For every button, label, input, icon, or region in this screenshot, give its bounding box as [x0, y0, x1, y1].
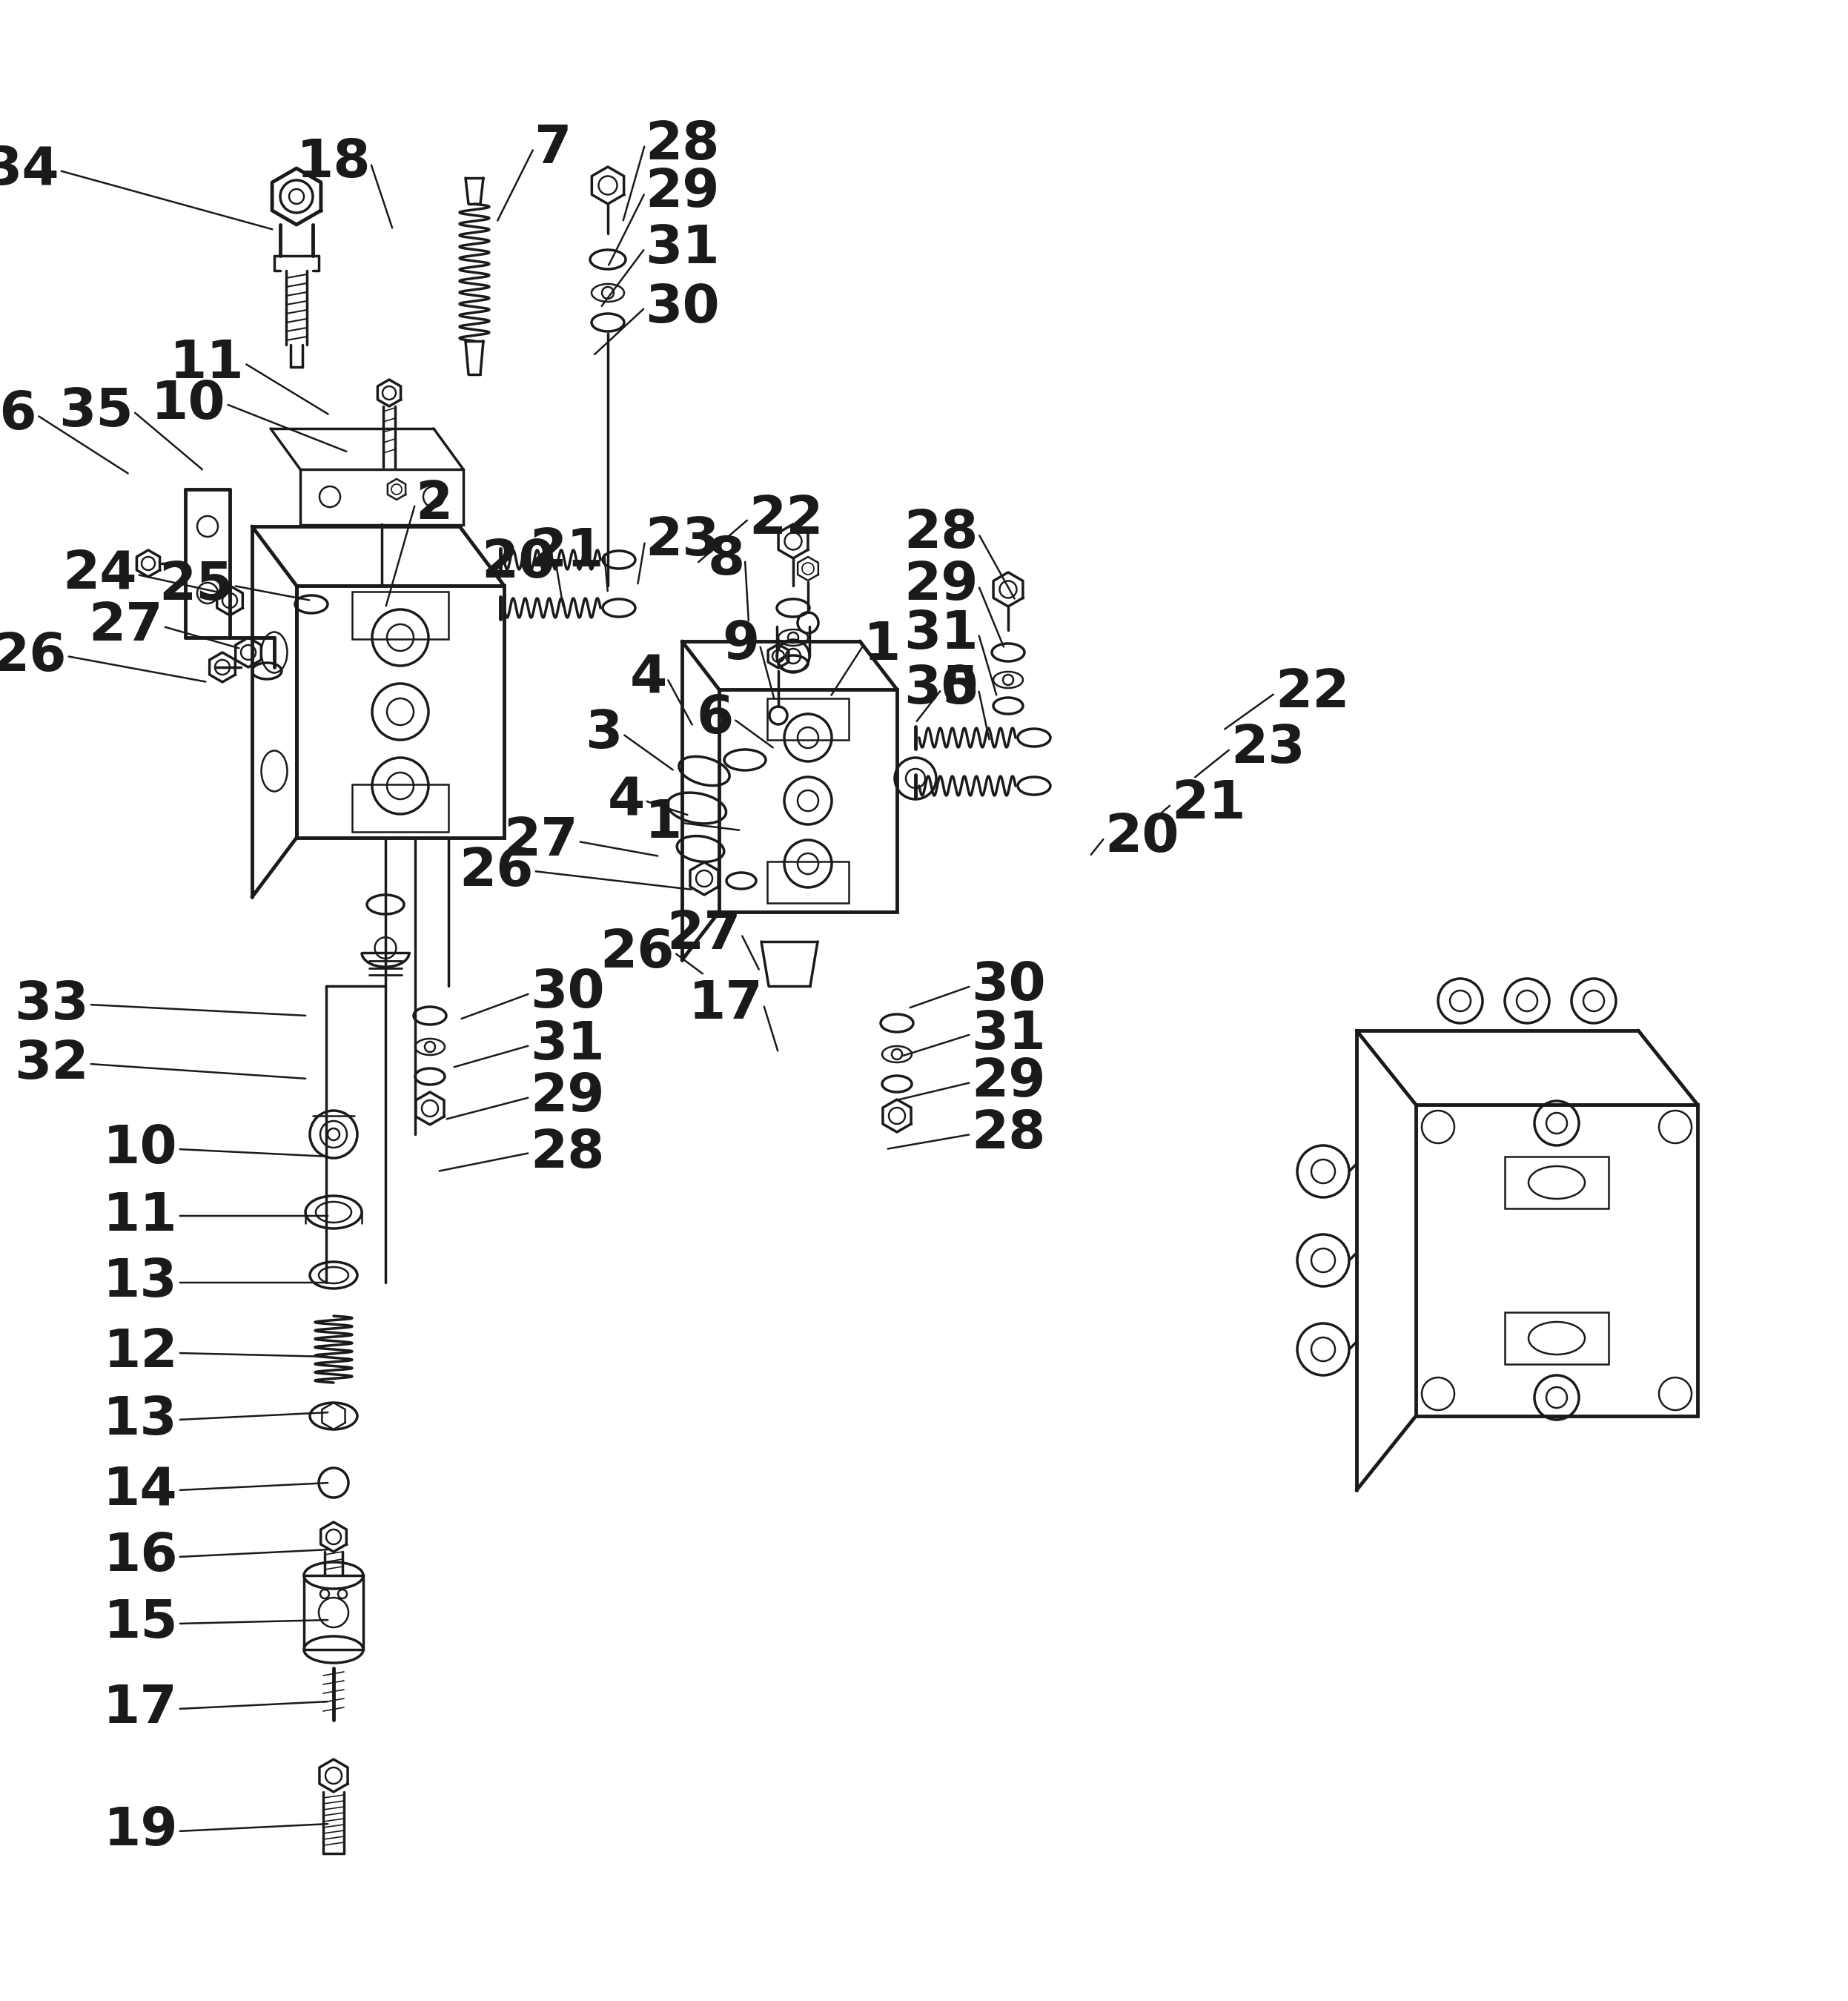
- Text: 29: 29: [645, 168, 719, 218]
- Text: 25: 25: [159, 560, 233, 610]
- Text: 30: 30: [645, 282, 719, 334]
- Text: 31: 31: [530, 1021, 604, 1071]
- Text: 9: 9: [723, 620, 760, 670]
- Text: 14: 14: [103, 1465, 177, 1517]
- Text: 31: 31: [904, 608, 978, 660]
- Text: 10: 10: [152, 378, 225, 430]
- Text: 19: 19: [103, 1805, 177, 1857]
- Text: 11: 11: [103, 1191, 177, 1241]
- Bar: [767, 862, 848, 902]
- Text: 28: 28: [970, 1109, 1046, 1161]
- Text: 21: 21: [1172, 778, 1246, 830]
- Text: 33: 33: [15, 978, 89, 1031]
- Text: 30: 30: [904, 664, 978, 714]
- Text: 28: 28: [904, 508, 978, 560]
- Text: 2: 2: [416, 478, 453, 530]
- Text: 20: 20: [1105, 812, 1179, 862]
- Text: 22: 22: [1275, 668, 1349, 718]
- Text: 17: 17: [103, 1683, 177, 1735]
- Text: 36: 36: [0, 390, 37, 440]
- Text: 35: 35: [59, 386, 133, 436]
- Bar: [353, 592, 449, 638]
- Text: 32: 32: [15, 1039, 89, 1089]
- Text: 23: 23: [645, 516, 719, 566]
- Bar: [296, 586, 505, 838]
- Text: 29: 29: [904, 560, 978, 610]
- Text: 1: 1: [645, 796, 682, 848]
- Text: 27: 27: [89, 600, 163, 652]
- Text: 16: 16: [103, 1531, 177, 1583]
- Text: 10: 10: [103, 1125, 177, 1175]
- Text: 26: 26: [458, 846, 534, 896]
- Text: 5: 5: [941, 664, 979, 714]
- Text: 15: 15: [103, 1599, 177, 1649]
- Bar: [1504, 1157, 1608, 1209]
- Text: 30: 30: [530, 968, 604, 1019]
- Bar: [353, 784, 449, 832]
- Text: 6: 6: [697, 694, 734, 744]
- Text: 24: 24: [63, 548, 137, 600]
- Text: 7: 7: [534, 122, 571, 174]
- Text: 13: 13: [103, 1257, 177, 1309]
- Text: 31: 31: [970, 1009, 1046, 1061]
- Text: 29: 29: [970, 1057, 1046, 1109]
- Bar: [767, 698, 848, 740]
- Text: 23: 23: [1231, 722, 1305, 774]
- Text: 27: 27: [505, 816, 578, 866]
- Text: 31: 31: [645, 222, 719, 274]
- Text: 20: 20: [480, 538, 556, 588]
- Text: 27: 27: [667, 908, 741, 960]
- Text: 26: 26: [601, 926, 675, 978]
- Text: 28: 28: [530, 1127, 604, 1179]
- Text: 4: 4: [630, 652, 667, 704]
- Text: 8: 8: [708, 534, 745, 586]
- Text: 21: 21: [530, 526, 604, 578]
- Bar: [299, 470, 464, 524]
- Bar: [1416, 1105, 1698, 1417]
- Bar: [1504, 1313, 1608, 1365]
- Text: 3: 3: [586, 708, 623, 760]
- Text: 28: 28: [645, 118, 719, 170]
- Text: 1: 1: [863, 620, 902, 670]
- Text: 18: 18: [296, 138, 371, 188]
- Text: 34: 34: [0, 144, 59, 196]
- Text: 29: 29: [530, 1073, 604, 1123]
- Text: 17: 17: [689, 978, 763, 1031]
- Text: 13: 13: [103, 1395, 177, 1445]
- Text: 26: 26: [0, 630, 67, 682]
- Text: 11: 11: [170, 338, 244, 388]
- Text: 12: 12: [103, 1327, 177, 1379]
- Bar: [303, 1575, 364, 1649]
- Text: 30: 30: [970, 960, 1046, 1013]
- Bar: [719, 690, 896, 912]
- Text: 4: 4: [608, 774, 645, 826]
- Text: 22: 22: [748, 494, 822, 544]
